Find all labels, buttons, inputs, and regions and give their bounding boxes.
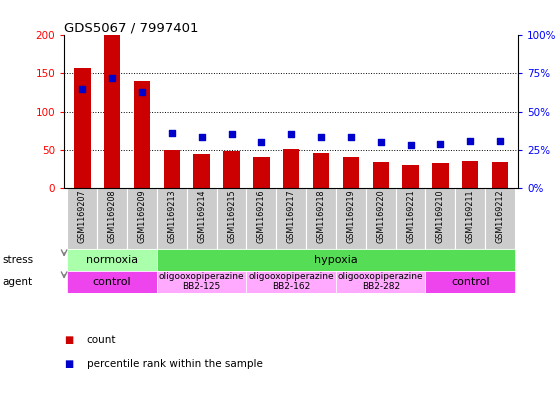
Bar xyxy=(157,188,186,249)
Bar xyxy=(485,188,515,249)
Text: GSM1169219: GSM1169219 xyxy=(347,189,356,243)
Bar xyxy=(366,188,396,249)
Point xyxy=(197,134,206,141)
Text: GSM1169218: GSM1169218 xyxy=(316,189,325,243)
Point xyxy=(138,88,147,95)
Text: count: count xyxy=(87,335,116,345)
Text: oligooxopiperazine
BB2-282: oligooxopiperazine BB2-282 xyxy=(338,272,423,292)
Text: GSM1169217: GSM1169217 xyxy=(287,189,296,243)
Bar xyxy=(186,188,217,249)
Bar xyxy=(157,271,246,293)
Text: stress: stress xyxy=(3,255,34,265)
Text: GSM1169214: GSM1169214 xyxy=(197,189,206,243)
Bar xyxy=(67,249,157,271)
Text: oligooxopiperazine
BB2-162: oligooxopiperazine BB2-162 xyxy=(249,272,334,292)
Bar xyxy=(276,188,306,249)
Bar xyxy=(343,157,359,188)
Point xyxy=(78,86,87,92)
Text: control: control xyxy=(451,277,489,287)
Bar xyxy=(67,271,157,293)
Point xyxy=(347,134,356,141)
Point xyxy=(436,140,445,147)
Point xyxy=(466,138,475,144)
Text: ■: ■ xyxy=(64,335,74,345)
Bar xyxy=(396,188,426,249)
Bar xyxy=(426,271,515,293)
Text: GSM1169215: GSM1169215 xyxy=(227,189,236,243)
Point xyxy=(406,142,415,148)
Point xyxy=(227,131,236,138)
Point xyxy=(257,139,266,145)
Bar xyxy=(246,188,276,249)
Bar xyxy=(313,153,329,188)
Point xyxy=(316,134,325,141)
Text: normoxia: normoxia xyxy=(86,255,138,265)
Bar xyxy=(462,161,478,188)
Point xyxy=(287,131,296,138)
Bar xyxy=(403,165,419,188)
Text: oligooxopiperazine
BB2-125: oligooxopiperazine BB2-125 xyxy=(159,272,245,292)
Text: GSM1169213: GSM1169213 xyxy=(167,189,176,243)
Point xyxy=(496,138,505,144)
Point xyxy=(167,130,176,136)
Text: GSM1169212: GSM1169212 xyxy=(496,189,505,243)
Bar xyxy=(104,35,120,188)
Bar xyxy=(164,151,180,188)
Point xyxy=(376,139,385,145)
Bar xyxy=(97,188,127,249)
Bar xyxy=(336,271,426,293)
Text: control: control xyxy=(93,277,132,287)
Bar xyxy=(432,163,449,188)
Bar xyxy=(455,188,485,249)
Bar xyxy=(67,188,97,249)
Bar xyxy=(246,271,336,293)
Text: GSM1169216: GSM1169216 xyxy=(257,189,266,243)
Bar xyxy=(426,188,455,249)
Bar xyxy=(157,249,515,271)
Point xyxy=(108,75,116,81)
Bar xyxy=(283,149,300,188)
Bar xyxy=(127,188,157,249)
Bar xyxy=(306,188,336,249)
Text: GSM1169221: GSM1169221 xyxy=(406,189,415,243)
Bar xyxy=(193,154,210,188)
Text: GSM1169220: GSM1169220 xyxy=(376,189,385,243)
Text: GSM1169210: GSM1169210 xyxy=(436,189,445,243)
Text: agent: agent xyxy=(3,277,33,287)
Bar xyxy=(492,162,508,188)
Text: GSM1169208: GSM1169208 xyxy=(108,189,116,243)
Text: hypoxia: hypoxia xyxy=(314,255,358,265)
Bar xyxy=(336,188,366,249)
Bar xyxy=(372,162,389,188)
Bar xyxy=(74,68,91,188)
Text: GSM1169211: GSM1169211 xyxy=(466,189,475,243)
Bar xyxy=(134,81,150,188)
Text: GDS5067 / 7997401: GDS5067 / 7997401 xyxy=(64,21,199,34)
Text: GSM1169207: GSM1169207 xyxy=(78,189,87,243)
Text: percentile rank within the sample: percentile rank within the sample xyxy=(87,358,263,369)
Bar xyxy=(253,156,269,188)
Bar xyxy=(217,188,246,249)
Text: ■: ■ xyxy=(64,358,74,369)
Text: GSM1169209: GSM1169209 xyxy=(138,189,147,243)
Bar xyxy=(223,151,240,188)
